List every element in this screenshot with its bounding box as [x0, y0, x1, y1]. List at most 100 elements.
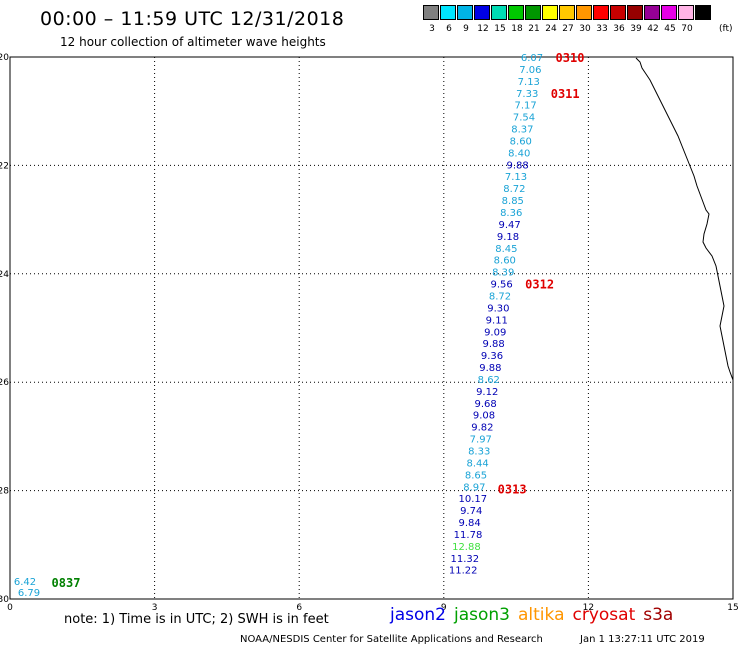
y-tick-label: -26: [0, 378, 9, 388]
wave-height-value: 9.56: [490, 280, 512, 291]
satellite-legend-item: cryosat: [572, 605, 636, 625]
color-swatch: [627, 5, 643, 20]
color-scale-label: 24: [545, 24, 557, 34]
coastline: [635, 57, 734, 390]
altimeter-track: 6.077.067.137.337.177.548.378.608.409.88…: [449, 53, 543, 577]
wave-height-value: 8.40: [508, 148, 530, 159]
color-swatch: [508, 5, 524, 20]
wave-height-value: 7.13: [518, 77, 540, 88]
wave-height-value: 10.17: [458, 494, 487, 505]
x-tick-label: 9: [441, 603, 447, 613]
wave-height-value: 8.60: [494, 256, 516, 267]
satellite-legend-item: s3a: [643, 605, 674, 625]
wave-height-value: 8.37: [511, 125, 533, 136]
wave-height-value: 8.85: [502, 196, 524, 207]
wave-height-value: 8.44: [466, 458, 488, 469]
wave-height-value: 8.97: [463, 482, 485, 493]
wave-height-value: 9.88: [482, 339, 504, 350]
color-scale-label: 3: [429, 24, 435, 34]
wave-height-value: 7.33: [516, 89, 538, 100]
x-tick-label: 15: [727, 603, 738, 613]
x-tick-label: 0: [7, 603, 13, 613]
color-swatch: [474, 5, 490, 20]
map-title: 00:00 – 11:59 UTC 12/31/2018: [40, 8, 345, 30]
corner-track: 6.426.79 0837: [14, 576, 81, 599]
map-subtitle: 12 hour collection of altimeter wave hei…: [60, 35, 326, 49]
color-swatch: [525, 5, 541, 20]
wave-height-value: 8.62: [478, 375, 500, 386]
x-tick-label: 6: [296, 603, 302, 613]
wave-height-value: 9.47: [498, 220, 520, 231]
color-scale-label: 6: [446, 24, 452, 34]
generation-timestamp: Jan 1 13:27:11 UTC 2019: [580, 634, 705, 645]
wave-height-value: 6.42: [14, 577, 36, 588]
color-swatch: [457, 5, 473, 20]
color-scale-label: 42: [647, 24, 659, 34]
wave-height-value: 11.78: [454, 530, 483, 541]
color-scale-label: 15: [494, 24, 506, 34]
color-scale-label: 9: [463, 24, 469, 34]
color-swatch: [593, 5, 609, 20]
color-scale-label: 39: [630, 24, 642, 34]
x-tick-label: 3: [152, 603, 158, 613]
wave-height-value: 9.30: [487, 303, 509, 314]
wave-height-value: 7.97: [470, 435, 492, 446]
color-scale-label: 21: [528, 24, 540, 34]
x-tick-label: 12: [583, 603, 594, 613]
wave-height-value: 9.88: [479, 363, 501, 374]
wave-height-value: 8.39: [492, 268, 514, 279]
wave-height-value: 6.79: [18, 588, 40, 599]
wave-height-value: 7.06: [519, 65, 541, 76]
pass-time-label: 0837: [52, 576, 81, 590]
y-tick-label: -20: [0, 53, 9, 63]
wave-height-value: 7.17: [514, 101, 536, 112]
wave-height-value: 7.54: [513, 113, 535, 124]
color-swatch: [610, 5, 626, 20]
color-scale-label: 27: [562, 24, 574, 34]
color-swatch: [542, 5, 558, 20]
wave-height-value: 9.18: [497, 232, 519, 243]
wave-height-value: 9.84: [458, 518, 480, 529]
color-scale-label: 12: [477, 24, 489, 34]
axis-ticks: 0 3 6 9 12 15 -20 -22 -24 -26 -28 -30: [0, 53, 739, 613]
pass-time-label: 0310: [556, 51, 585, 65]
wave-height-value: 8.36: [500, 208, 522, 219]
footnote: note: 1) Time is in UTC; 2) SWH is in fe…: [64, 612, 329, 627]
wave-height-value: 12.88: [452, 542, 481, 553]
wave-height-value: 8.33: [468, 446, 490, 457]
wave-height-value: 7.13: [505, 172, 527, 183]
map-frame: [9, 56, 734, 600]
color-scale-label: 45: [664, 24, 676, 34]
color-scale-label: 18: [511, 24, 523, 34]
wave-height-value: 9.68: [474, 399, 496, 410]
color-scale-unit: (ft): [719, 24, 733, 34]
wave-height-value: 8.72: [503, 184, 525, 195]
pass-time-label: 0311: [551, 87, 580, 101]
wave-height-value: 9.11: [486, 315, 508, 326]
pass-time-label: 0313: [498, 482, 527, 496]
pass-time-label: 0312: [525, 278, 554, 292]
wave-height-value: 8.60: [510, 136, 532, 147]
satellite-legend-item: jason3: [454, 605, 510, 625]
color-swatch: [440, 5, 456, 20]
y-tick-label: -28: [0, 487, 9, 497]
color-scale-label: 70: [681, 24, 693, 34]
wave-height-value: 9.36: [481, 351, 503, 362]
pass-times: 0310 0311 0312 0313: [498, 51, 585, 496]
color-swatch: [661, 5, 677, 20]
wave-height-value: 8.45: [495, 244, 517, 255]
satellite-legend-item: jason2: [390, 605, 446, 625]
wave-height-value: 6.07: [521, 53, 543, 64]
color-swatch: [576, 5, 592, 20]
color-swatch: [423, 5, 439, 20]
color-swatch: [491, 5, 507, 20]
color-scale-label: 33: [596, 24, 608, 34]
color-swatch: [695, 5, 711, 20]
map-grid: [10, 57, 733, 599]
wave-height-value: 9.82: [471, 423, 493, 434]
color-scale-label: 30: [579, 24, 591, 34]
color-swatch: [678, 5, 694, 20]
y-tick-label: -24: [0, 270, 9, 280]
wave-height-value: 9.12: [476, 387, 498, 398]
